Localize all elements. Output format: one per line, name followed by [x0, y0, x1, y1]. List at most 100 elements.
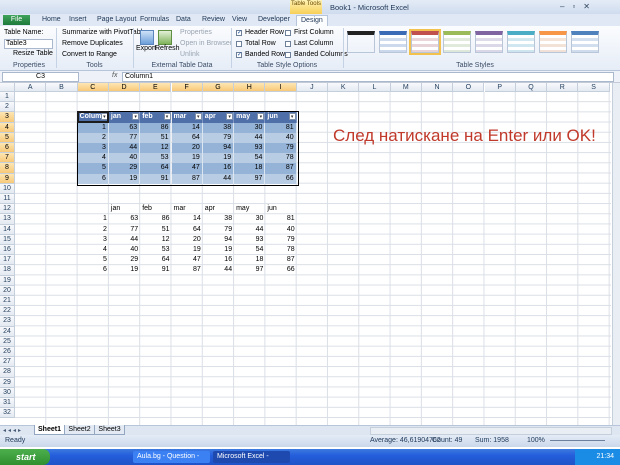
filter-button[interactable]: ▾	[132, 113, 140, 121]
table-cell[interactable]: 78	[265, 153, 297, 164]
external-command[interactable]: Properties	[180, 29, 212, 36]
cell[interactable]: 40	[130, 246, 139, 253]
cell[interactable]: 3	[102, 235, 107, 243]
row-header[interactable]: 13	[0, 214, 15, 225]
row-header[interactable]: 11	[0, 194, 15, 205]
filter-button[interactable]: ▾	[194, 113, 202, 121]
cell[interactable]: 44	[130, 235, 139, 243]
table-cell[interactable]: 87	[265, 163, 297, 174]
row-header[interactable]: 8	[0, 163, 15, 174]
cell[interactable]: 14	[193, 215, 201, 223]
table-cell[interactable]: 81	[265, 122, 297, 133]
table-cell[interactable]: 1	[77, 122, 109, 133]
table-cell[interactable]: 5	[77, 163, 109, 174]
filter-button[interactable]: ▾	[257, 113, 265, 121]
cell[interactable]: 19	[224, 246, 233, 253]
cell[interactable]: 64	[161, 256, 170, 264]
cell[interactable]: 97	[255, 266, 264, 274]
table-cell[interactable]: 20	[171, 143, 203, 154]
row-header[interactable]: 26	[0, 347, 15, 358]
refresh-icon[interactable]	[158, 30, 172, 45]
zoom-slider[interactable]	[550, 440, 605, 441]
table-cell[interactable]: 12	[140, 143, 172, 154]
table-cell[interactable]: 93	[234, 143, 266, 154]
row-header[interactable]: 21	[0, 296, 15, 307]
column-header[interactable]: J	[296, 83, 328, 92]
column-header[interactable]: B	[46, 83, 78, 92]
cell[interactable]: 19	[193, 246, 201, 253]
column-header[interactable]: I	[265, 83, 297, 92]
table-cell[interactable]: 16	[202, 163, 235, 174]
checkbox[interactable]: ✓	[236, 30, 243, 36]
table-cell[interactable]: 2	[77, 132, 109, 143]
row-header[interactable]: 23	[0, 316, 15, 327]
table-cell[interactable]: 79	[265, 143, 297, 154]
row-header[interactable]: 30	[0, 387, 15, 398]
table-cell[interactable]: 77	[108, 132, 141, 143]
row-header[interactable]: 6	[0, 143, 15, 154]
table-header-cell[interactable]: jan	[108, 112, 141, 123]
sheet-tab[interactable]: Sheet2	[64, 425, 95, 435]
ribbon-tab[interactable]: Insert	[69, 16, 87, 23]
cell[interactable]: 38	[224, 215, 233, 223]
table-cell[interactable]: 64	[171, 132, 203, 143]
table-cell[interactable]: 51	[140, 132, 172, 143]
taskbar-window[interactable]: Microsoft Excel - Book1	[213, 451, 290, 463]
column-header[interactable]: D	[108, 83, 141, 92]
table-style-swatch[interactable]	[475, 31, 503, 53]
sheet-tab[interactable]: Sheet3	[94, 425, 125, 435]
row-header[interactable]: 25	[0, 336, 15, 347]
cell[interactable]: 79	[286, 235, 295, 243]
column-header[interactable]: P	[484, 83, 516, 92]
table-cell[interactable]: 29	[108, 163, 141, 174]
row-header[interactable]: 5	[0, 132, 15, 143]
table-cell[interactable]: 38	[202, 122, 235, 133]
cell[interactable]: 44	[255, 225, 264, 233]
row-header[interactable]: 27	[0, 357, 15, 368]
cell[interactable]: 87	[193, 266, 201, 274]
cell[interactable]: 12	[161, 235, 170, 243]
row-header[interactable]: 29	[0, 377, 15, 388]
ribbon-tab[interactable]: Design	[296, 15, 328, 26]
cell[interactable]: 47	[193, 256, 201, 264]
filter-button[interactable]: ▾	[226, 113, 234, 121]
cell[interactable]: 87	[286, 256, 295, 264]
cell[interactable]: 1	[102, 215, 107, 223]
ribbon-tab[interactable]: File	[3, 15, 30, 25]
fx-button[interactable]: fx	[112, 72, 118, 79]
table-style-swatch[interactable]	[443, 31, 471, 53]
cell[interactable]: 44	[224, 266, 233, 274]
table-cell[interactable]: 79	[202, 132, 235, 143]
table-cell[interactable]: 91	[140, 173, 172, 184]
cell[interactable]: 91	[161, 266, 170, 274]
row-header[interactable]: 14	[0, 224, 15, 235]
column-header[interactable]: F	[171, 83, 203, 92]
checkbox[interactable]	[236, 41, 242, 47]
cell[interactable]: 66	[286, 266, 295, 274]
checkbox-label[interactable]: First Column	[294, 29, 334, 36]
column-header[interactable]: K	[328, 83, 360, 92]
table-cell[interactable]: 6	[77, 173, 109, 184]
tools-command[interactable]: Remove Duplicates	[62, 40, 123, 47]
checkbox-label[interactable]: Banded Columns	[294, 51, 348, 58]
table-cell[interactable]: 40	[265, 132, 297, 143]
cell[interactable]: jun	[267, 205, 277, 213]
table-cell[interactable]: 40	[108, 153, 141, 164]
window-controls[interactable]: –▫✕	[560, 2, 598, 11]
table-cell[interactable]: 94	[202, 143, 235, 154]
tab-nav[interactable]: ◂◂◂▸	[3, 428, 24, 434]
checkbox[interactable]	[285, 41, 291, 47]
export-icon[interactable]	[140, 30, 154, 45]
cell[interactable]: may	[236, 205, 250, 213]
table-cell[interactable]: 63	[108, 122, 141, 133]
cell[interactable]: 30	[255, 215, 264, 223]
table-cell[interactable]: 54	[234, 153, 266, 164]
ribbon-tab[interactable]: Formulas	[140, 16, 170, 23]
column-header[interactable]: S	[578, 83, 610, 92]
row-header[interactable]: 9	[0, 173, 15, 184]
external-command[interactable]: Open in Browser	[180, 40, 233, 47]
cell[interactable]: 2	[102, 225, 107, 233]
table-header-cell[interactable]: apr	[202, 112, 235, 123]
checkbox[interactable]: ✓	[236, 52, 243, 58]
cell[interactable]: 63	[130, 215, 139, 223]
